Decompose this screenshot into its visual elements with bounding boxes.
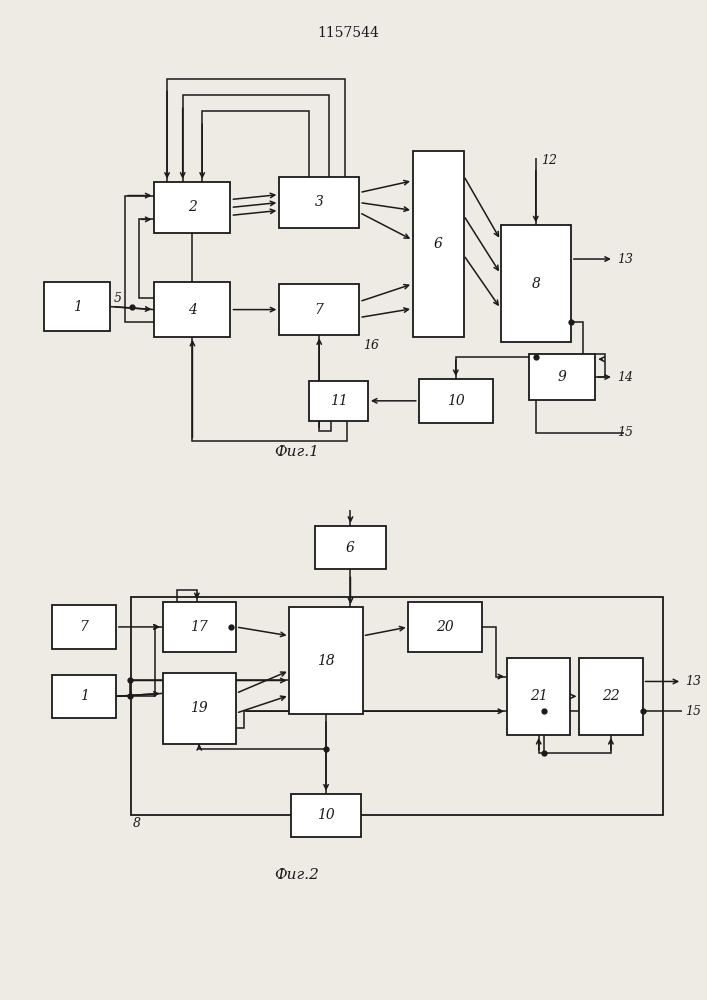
Text: 15: 15 [685,705,701,718]
Text: Фиг.1: Фиг.1 [274,445,320,459]
Text: 11: 11 [330,394,348,408]
Bar [289,607,363,714]
Text: 14: 14 [617,371,633,384]
Bar [507,658,571,735]
Text: 1157544: 1157544 [317,26,380,40]
Text: 17: 17 [190,620,208,634]
Text: 18: 18 [317,654,335,668]
Text: 2: 2 [188,200,197,214]
Bar [44,282,110,331]
Text: 12: 12 [541,154,556,167]
Text: 7: 7 [80,620,88,634]
Text: 10: 10 [317,808,335,822]
Bar [163,602,236,652]
Bar [419,379,493,423]
Bar [501,225,571,342]
Bar [529,354,595,400]
Bar [154,182,230,233]
Text: 4: 4 [188,303,197,317]
Text: 9: 9 [558,370,566,384]
Bar [413,151,464,337]
Bar [52,675,116,718]
Bar [279,284,359,335]
Text: 13: 13 [617,253,633,266]
Bar [579,658,643,735]
Text: 7: 7 [315,303,324,317]
Bar [291,794,361,837]
Text: 15: 15 [617,426,633,439]
Text: 5: 5 [113,292,122,305]
Bar [310,381,368,421]
Bar [131,597,662,815]
Text: 3: 3 [315,196,324,210]
Text: 16: 16 [363,339,379,352]
Text: 8: 8 [532,277,540,291]
Bar [52,605,116,649]
Bar [154,282,230,337]
Text: 21: 21 [530,689,548,703]
Bar [315,526,385,569]
Text: 10: 10 [447,394,464,408]
Text: 1: 1 [80,689,88,703]
Bar [163,673,236,744]
Text: 6: 6 [346,541,355,555]
Bar [409,602,481,652]
Text: 8: 8 [133,817,141,830]
Text: 19: 19 [190,701,208,715]
Text: 20: 20 [436,620,454,634]
Text: 6: 6 [434,237,443,251]
Text: 22: 22 [602,689,620,703]
Bar [279,177,359,228]
Text: Фиг.2: Фиг.2 [274,868,320,882]
Text: 13: 13 [685,675,701,688]
Text: 1: 1 [73,300,82,314]
